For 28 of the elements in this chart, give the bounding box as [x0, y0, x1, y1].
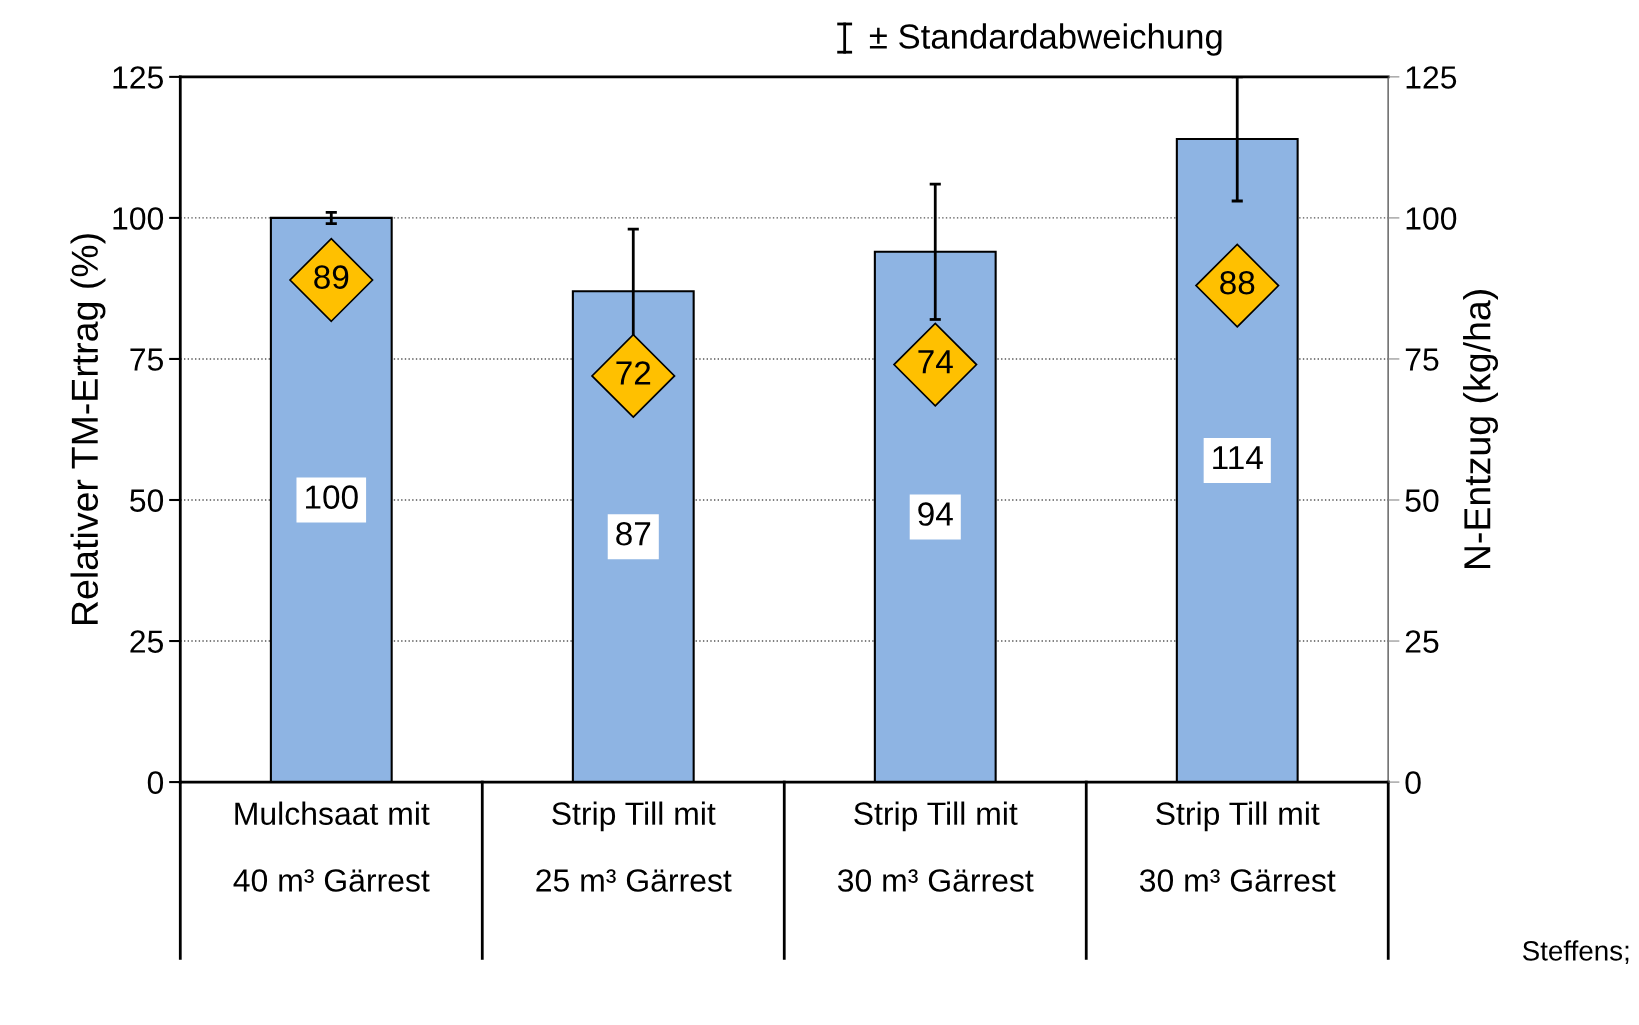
- data-label: 74: [918, 350, 953, 374]
- data-label: 72: [616, 361, 651, 385]
- category-label: Mulchsaat mit 40 m³ Gärrest: [233, 801, 430, 892]
- y-tick-label: 25: [130, 630, 163, 653]
- data-label: 89: [314, 265, 349, 289]
- x-tick-label: Strip Till mit 30 m³ Gärrest: [1139, 801, 1336, 892]
- text: Steffens;: [1522, 940, 1629, 964]
- y-axis-title: Relativer TM-Ertrag (%): [70, 234, 106, 624]
- y2-tick-label: 0: [1405, 771, 1421, 794]
- y-tick-label: 100: [113, 207, 164, 230]
- y-tick-label: 75: [130, 348, 163, 371]
- y2-tick-label: 100: [1406, 207, 1457, 230]
- y-tick-label: 0: [147, 771, 164, 794]
- y2-tick-label: 75: [1405, 348, 1439, 371]
- y2-tick-label: 125: [1406, 66, 1457, 89]
- y2-tick-label: 25: [1405, 630, 1439, 653]
- text: ± Standardabweichung: [869, 23, 1222, 56]
- y-tick-label: 125: [113, 66, 163, 89]
- data-label: 94: [918, 502, 953, 526]
- data-label: 100: [306, 485, 358, 509]
- y2-tick-label: 50: [1405, 489, 1439, 512]
- data-label: 87: [616, 522, 651, 546]
- data-label: 88: [1220, 270, 1255, 295]
- x-tick-label: Strip Till mit 30 m³ Gärrest: [837, 801, 1034, 892]
- y2-axis-title: N-Entzug (kg/ha): [1463, 290, 1499, 569]
- data-label: 114: [1213, 446, 1263, 470]
- x-tick-label: Strip Till mit 25 m³ Gärrest: [536, 801, 732, 892]
- y-tick-label: 50: [130, 489, 164, 512]
